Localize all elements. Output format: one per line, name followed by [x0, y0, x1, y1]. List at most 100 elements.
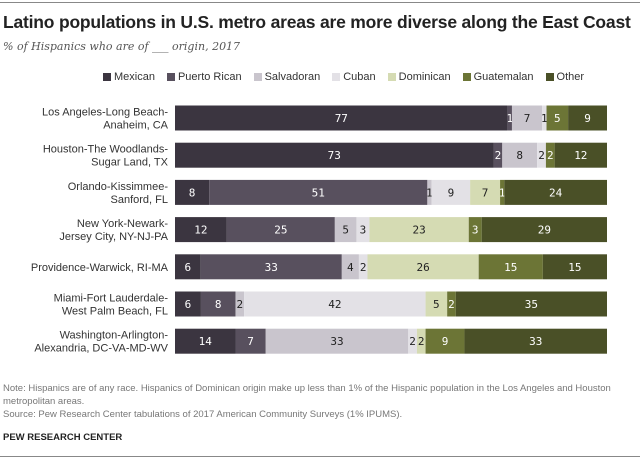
data-label: 9: [448, 186, 455, 199]
bar-segment-mexican: [175, 291, 201, 317]
data-label: 23: [412, 224, 425, 237]
bar-segment-cuban: [408, 328, 417, 354]
bar-segment-guatemalan: [425, 328, 465, 354]
legend-label: Cuban: [343, 71, 376, 83]
data-label: 1: [506, 112, 513, 125]
data-label: 51: [312, 186, 325, 199]
brand-label: PEW RESEARCH CENTER: [3, 432, 123, 443]
data-label: 4: [347, 261, 354, 274]
data-label: 12: [194, 224, 207, 237]
bar-segment-cuban: [244, 291, 426, 317]
data-label: 24: [549, 186, 563, 199]
bar-segment-dominican: [369, 217, 469, 243]
data-label: 9: [584, 112, 591, 125]
data-label: 33: [330, 335, 343, 348]
bar-segment-mexican: [175, 254, 201, 280]
data-label: 8: [215, 298, 222, 311]
bar-segment-puerto-rican: [235, 328, 266, 354]
data-label: 1: [426, 186, 433, 199]
data-label: 7: [482, 186, 489, 199]
bar-segment-other: [481, 217, 607, 243]
bar-segment-salvadoran: [502, 142, 538, 168]
bar-segment-salvadoran: [334, 217, 357, 243]
legend-swatch: [332, 73, 341, 81]
data-label: 73: [328, 149, 341, 162]
data-label: 33: [529, 335, 542, 348]
bar-segment-cuban: [356, 217, 370, 243]
bar-segment-mexican: [175, 105, 508, 131]
data-label: 14: [199, 335, 213, 348]
data-label: 7: [524, 112, 531, 125]
data-label: 26: [416, 261, 429, 274]
note-text: Note: Hispanics are of any race. Hispani…: [3, 383, 611, 407]
data-label: 6: [185, 298, 192, 311]
category-label: Los Angeles-Long Beach-Anaheim, CA: [42, 107, 169, 132]
bar-segment-other: [542, 254, 607, 280]
data-label: 77: [335, 112, 348, 125]
legend-item-cuban: Cuban: [332, 71, 376, 83]
data-label: 3: [360, 224, 367, 237]
footnote: Note: Hispanics are of any race. Hispani…: [3, 382, 633, 421]
data-label: 2: [547, 149, 554, 162]
legend-label: Guatemalan: [473, 71, 534, 83]
legend: Mexican Puerto Rican Salvadoran Cuban Domini…: [103, 71, 584, 83]
legend-item-mexican: Mexican: [103, 71, 155, 83]
bar-segment-guatemalan: [545, 142, 555, 168]
data-label: 2: [495, 149, 502, 162]
bar-segment-guatemalan: [500, 179, 505, 205]
data-label: 12: [574, 149, 587, 162]
legend-swatch: [462, 73, 471, 81]
bar-segment-guatemalan: [478, 254, 543, 280]
data-label: 6: [185, 261, 192, 274]
data-label: 15: [568, 261, 581, 274]
legend-item-other: Other: [545, 71, 585, 83]
bar-segment-dominican: [416, 328, 426, 354]
data-label: 5: [433, 298, 440, 311]
bar-segment-other: [455, 291, 607, 317]
chart-title: Latino populations in U.S. metro areas a…: [3, 12, 631, 32]
category-label: Washington-Arlington-Alexandria, DC-VA-M…: [34, 330, 168, 355]
bar-segment-cuban: [542, 105, 547, 131]
legend-swatch: [166, 73, 175, 81]
data-label: 33: [265, 261, 278, 274]
legend-item-guatemalan: Guatemalan: [462, 71, 534, 83]
bar-segment-salvadoran: [511, 105, 543, 131]
legend-label: Dominican: [398, 71, 451, 83]
bar-segment-guatemalan: [447, 291, 456, 317]
data-label: 1: [499, 186, 506, 199]
data-label: 8: [516, 149, 523, 162]
legend-item-puerto-rican: Puerto Rican: [166, 71, 242, 83]
bar-segment-dominican: [367, 254, 479, 280]
bar-segment-other: [464, 328, 607, 354]
legend-swatch: [545, 73, 554, 81]
data-label: 2: [409, 335, 416, 348]
bar-segment-cuban: [537, 142, 546, 168]
bar-segment-puerto-rican: [209, 179, 428, 205]
bar-segment-salvadoran: [427, 179, 432, 205]
bar-segment-puerto-rican: [200, 291, 236, 317]
bar-segment-mexican: [175, 328, 236, 354]
legend-label: Puerto Rican: [177, 71, 242, 83]
legend-label: Mexican: [114, 71, 155, 83]
chart-subtitle: % of Hispanics who are of ___ origin, 20…: [3, 40, 241, 53]
category-label: Houston-The Woodlands-Sugar Land, TX: [43, 144, 169, 169]
bar-segment-salvadoran: [235, 291, 245, 317]
bar-segment-salvadoran: [341, 254, 359, 280]
bar-segment-other: [504, 179, 607, 205]
legend-swatch: [103, 73, 111, 81]
legend-label: Other: [556, 71, 585, 83]
data-label: 2: [360, 261, 367, 274]
data-label: 9: [442, 335, 449, 348]
bar-segment-other: [554, 142, 607, 168]
data-label: 2: [418, 335, 425, 348]
data-label: 29: [538, 224, 551, 237]
legend-item-dominican: Dominican: [387, 71, 451, 83]
legend-item-salvadoran: Salvadoran: [253, 71, 320, 83]
data-label: 3: [472, 224, 479, 237]
data-label: 35: [525, 298, 538, 311]
data-label: 2: [538, 149, 545, 162]
data-label: 8: [189, 186, 196, 199]
top-rule: [0, 2, 640, 3]
category-label: Providence-Warwick, RI-MA: [31, 262, 169, 274]
